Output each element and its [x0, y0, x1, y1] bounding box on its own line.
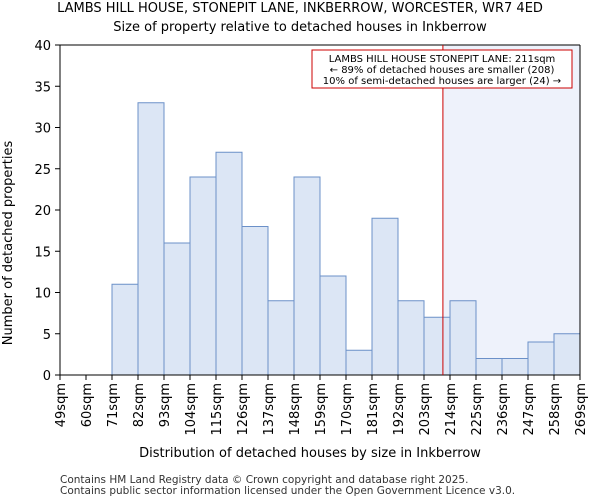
- x-tick-label: 49sqm: [54, 383, 69, 427]
- bar-82sqm: [137, 102, 165, 376]
- bar-214sqm: [449, 300, 477, 376]
- annotation-box: [311, 49, 573, 89]
- x-tick-label: 60sqm: [80, 383, 95, 427]
- bar-236sqm: [501, 358, 529, 376]
- y-tick-label: 25: [34, 163, 51, 178]
- bar-126sqm: [241, 226, 269, 376]
- x-tick-label: 236sqm: [496, 383, 511, 436]
- bar-203sqm: [423, 316, 451, 376]
- footer-line1: Contains HM Land Registry data © Crown c…: [60, 474, 468, 486]
- x-tick-label: 159sqm: [314, 383, 329, 436]
- x-tick-label: 225sqm: [470, 383, 485, 436]
- x-tick-label: 214sqm: [444, 383, 459, 436]
- x-tick-label: 93sqm: [158, 383, 173, 427]
- footer-line2: Contains public sector information licen…: [60, 485, 515, 497]
- annotation-line3: 10% of semi-detached houses are larger (…: [323, 76, 561, 87]
- annotation-line1: LAMBS HILL HOUSE STONEPIT LANE: 211sqm: [329, 54, 556, 65]
- y-tick-label: 15: [34, 245, 51, 260]
- y-tick-label: 5: [43, 328, 51, 343]
- x-tick-label: 71sqm: [106, 383, 121, 427]
- x-tick-label: 203sqm: [418, 383, 433, 436]
- x-tick-label: 192sqm: [392, 383, 407, 436]
- bar-258sqm: [553, 333, 581, 376]
- y-tick-label: 35: [34, 80, 51, 95]
- x-tick-label: 247sqm: [522, 383, 537, 436]
- bar-148sqm: [293, 176, 321, 376]
- x-tick-label: 269sqm: [574, 383, 589, 436]
- x-tick-label: 115sqm: [210, 383, 225, 436]
- bar-181sqm: [371, 217, 399, 376]
- x-tick-label: 181sqm: [366, 383, 381, 436]
- bar-71sqm: [111, 283, 139, 376]
- x-tick-label: 82sqm: [132, 383, 147, 427]
- y-tick-label: 10: [34, 287, 51, 302]
- y-tick-label: 20: [34, 204, 51, 219]
- x-tick-label: 126sqm: [236, 383, 251, 436]
- bar-93sqm: [163, 242, 191, 376]
- annotation-line2: ← 89% of detached houses are smaller (20…: [330, 65, 555, 76]
- y-tick-label: 40: [34, 39, 51, 54]
- x-tick-label: 170sqm: [340, 383, 355, 436]
- bar-247sqm: [527, 341, 555, 376]
- x-axis-ticks: 49sqm 60sqm 71sqm 82sqm 93sqm 104sqm 115sqm 126…: [54, 375, 589, 436]
- bar-104sqm: [189, 176, 217, 376]
- x-tick-label: 258sqm: [548, 383, 563, 436]
- x-tick-label: 137sqm: [262, 383, 277, 436]
- x-tick-label: 148sqm: [288, 383, 303, 436]
- x-tick-label: 104sqm: [184, 383, 199, 436]
- chart-title-line1: LAMBS HILL HOUSE, STONEPIT LANE, INKBERR…: [57, 1, 543, 16]
- bars-group: [111, 102, 581, 376]
- bar-137sqm: [267, 300, 295, 376]
- chart-title-line2: Size of property relative to detached ho…: [113, 20, 487, 35]
- y-tick-label: 30: [34, 122, 51, 137]
- bar-115sqm: [215, 151, 243, 376]
- bar-192sqm: [397, 300, 425, 376]
- y-axis-ticks: 0 5 10 15 20 25 30 35 40: [34, 39, 60, 384]
- y-axis-label: Number of detached properties: [1, 141, 16, 346]
- bar-170sqm: [345, 349, 373, 376]
- x-axis-label: Distribution of detached houses by size …: [139, 446, 481, 461]
- y-tick-label: 0: [43, 369, 51, 384]
- bar-159sqm: [319, 275, 347, 376]
- bar-225sqm: [475, 358, 503, 376]
